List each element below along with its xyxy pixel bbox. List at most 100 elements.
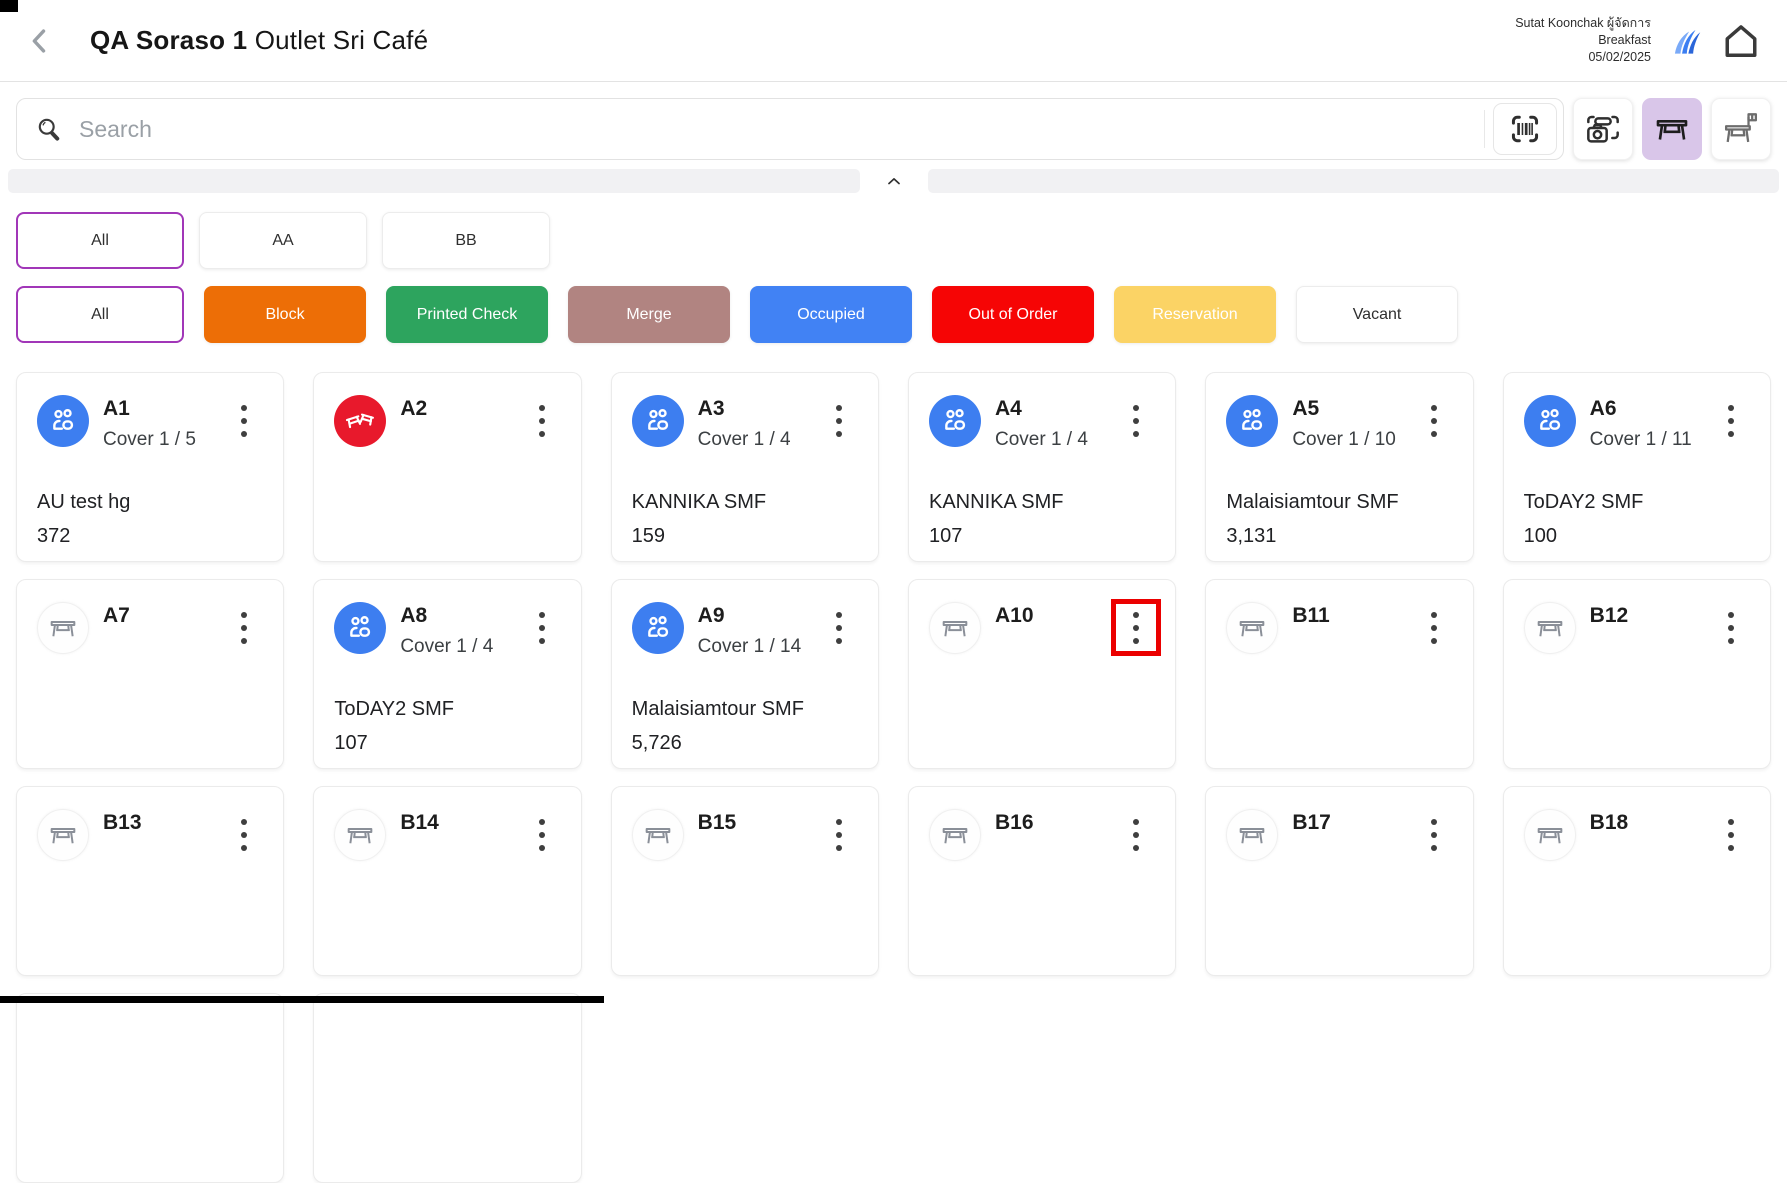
search-bar[interactable]: [16, 98, 1564, 160]
people-icon: [46, 404, 80, 438]
table-card-a2[interactable]: A2: [313, 372, 582, 562]
table-glyph-icon: [938, 611, 972, 645]
check-number: 107: [334, 732, 368, 754]
table-card-b17[interactable]: B17: [1205, 786, 1474, 976]
screen-corner-artifact: [0, 0, 18, 12]
table-card-a9[interactable]: A9 Cover 1 / 14 Malaisiamtour SMF 5,726: [610, 579, 879, 769]
table-menu-button[interactable]: [814, 806, 864, 863]
table-menu-button[interactable]: [814, 392, 864, 449]
table-menu-button[interactable]: [1706, 392, 1756, 449]
search-row: [16, 98, 1771, 160]
table-status-view-button[interactable]: [1711, 98, 1771, 160]
table-menu-button[interactable]: [517, 392, 567, 449]
check-number: 372: [37, 525, 71, 547]
table-card-b15[interactable]: B15: [610, 786, 879, 976]
table-menu-button-highlighted[interactable]: [1111, 599, 1162, 656]
status-filter-vacant[interactable]: Vacant: [1296, 286, 1458, 343]
table-card-b16[interactable]: B16: [908, 786, 1177, 976]
table-view-button[interactable]: [1642, 98, 1702, 160]
people-icon: [343, 611, 377, 645]
table-id: A8: [400, 604, 428, 627]
table-status-badge: [334, 395, 387, 447]
table-menu-button[interactable]: [1409, 599, 1459, 656]
camera-scan-button[interactable]: [1573, 98, 1633, 160]
table-card-a7[interactable]: A7: [16, 579, 285, 769]
table-menu-button[interactable]: [1409, 806, 1459, 863]
table-status-badge: [37, 602, 89, 654]
check-number: 5,726: [631, 732, 682, 754]
guest-name: Malaisiamtour SMF: [1226, 491, 1399, 513]
people-icon: [641, 404, 675, 438]
status-filter-all[interactable]: All: [16, 286, 184, 343]
table-id: A2: [400, 397, 428, 420]
status-filter-reservation[interactable]: Reservation: [1114, 286, 1276, 343]
table-menu-button[interactable]: [219, 392, 269, 449]
table-flag-icon: [1720, 108, 1762, 150]
collapse-filters-button[interactable]: [860, 169, 928, 193]
table-menu-button[interactable]: [1111, 806, 1161, 863]
table-id: A4: [995, 397, 1022, 420]
table-card-a4[interactable]: A4 Cover 1 / 4 KANNIKA SMF 107: [908, 372, 1177, 562]
brand-logo-icon: [1667, 21, 1705, 61]
table-menu-button[interactable]: [1111, 392, 1161, 449]
status-filter-printed-check[interactable]: Printed Check: [386, 286, 548, 343]
table-menu-button[interactable]: [1706, 806, 1756, 863]
table-card-b14[interactable]: B14: [313, 786, 582, 976]
zone-filter-row: All AA BB: [16, 212, 1771, 269]
table-glyph-icon: [1235, 611, 1269, 645]
status-filter-row: All Block Printed Check Merge Occupied Out of…: [16, 286, 1771, 343]
table-menu-button[interactable]: [219, 599, 269, 656]
status-filter-merge[interactable]: Merge: [568, 286, 730, 343]
table-status-badge: [1523, 395, 1576, 447]
table-cover-count: Cover 1 / 5: [103, 429, 196, 450]
table-card-a1[interactable]: A1 Cover 1 / 5 AU test hg 372: [16, 372, 285, 562]
table-card-b18[interactable]: B18: [1502, 786, 1771, 976]
table-card-partial[interactable]: [16, 993, 285, 1183]
table-glyph-icon: [46, 611, 80, 645]
table-status-badge: [37, 395, 89, 447]
search-input[interactable]: [79, 115, 1484, 143]
table-card-b13[interactable]: B13: [16, 786, 285, 976]
table-card-b12[interactable]: B12: [1502, 579, 1771, 769]
table-menu-button[interactable]: [517, 599, 567, 656]
zone-filter-aa[interactable]: AA: [199, 212, 367, 269]
table-card-b11[interactable]: B11: [1205, 579, 1474, 769]
zone-filter-bb[interactable]: BB: [382, 212, 550, 269]
user-name: Sutat Koonchak ผู้จัดการ: [1515, 16, 1651, 30]
table-card-partial[interactable]: [313, 993, 582, 1183]
table-status-badge: [929, 602, 981, 654]
meal-period: Breakfast: [1598, 33, 1651, 47]
table-id: B14: [400, 811, 439, 834]
table-id: A9: [697, 604, 725, 627]
guest-name: AU test hg: [37, 491, 131, 513]
guest-name: Malaisiamtour SMF: [631, 698, 804, 720]
zone-filter-all[interactable]: All: [16, 212, 184, 269]
table-cover-count: Cover 1 / 4: [697, 429, 791, 450]
table-card-a5[interactable]: A5 Cover 1 / 10 Malaisiamtour SMF 3,131: [1205, 372, 1474, 562]
table-menu-button[interactable]: [517, 806, 567, 863]
table-card-a3[interactable]: A3 Cover 1 / 4 KANNIKA SMF 159: [610, 372, 879, 562]
table-menu-button[interactable]: [1706, 599, 1756, 656]
table-status-badge: [37, 809, 89, 861]
people-icon: [1533, 404, 1567, 438]
barcode-scan-button[interactable]: [1493, 103, 1557, 155]
table-card-a8[interactable]: A8 Cover 1 / 4 ToDAY2 SMF 107: [313, 579, 582, 769]
home-button[interactable]: [1717, 17, 1765, 65]
guest-name: KANNIKA SMF: [631, 491, 767, 513]
status-filter-out-of-order[interactable]: Out of Order: [932, 286, 1094, 343]
table-menu-button[interactable]: [814, 599, 864, 656]
table-card-a10[interactable]: A10: [908, 579, 1177, 769]
filter-collapse-strip: [8, 169, 1779, 193]
back-button[interactable]: [20, 21, 60, 61]
table-status-badge: [334, 809, 387, 861]
table-menu-button[interactable]: [1409, 392, 1459, 449]
page-title: QA Soraso 1 Outlet Sri Café: [90, 25, 428, 56]
user-info: Sutat Koonchak ผู้จัดการ Breakfast 05/02…: [1515, 15, 1651, 66]
status-filter-block[interactable]: Block: [204, 286, 366, 343]
business-date: 05/02/2025: [1588, 50, 1651, 64]
table-card-a6[interactable]: A6 Cover 1 / 11 ToDAY2 SMF 100: [1502, 372, 1771, 562]
status-filter-occupied[interactable]: Occupied: [750, 286, 912, 343]
table-glyph-icon: [343, 818, 377, 852]
table-cover-count: Cover 1 / 11: [1589, 429, 1692, 450]
table-menu-button[interactable]: [219, 806, 269, 863]
